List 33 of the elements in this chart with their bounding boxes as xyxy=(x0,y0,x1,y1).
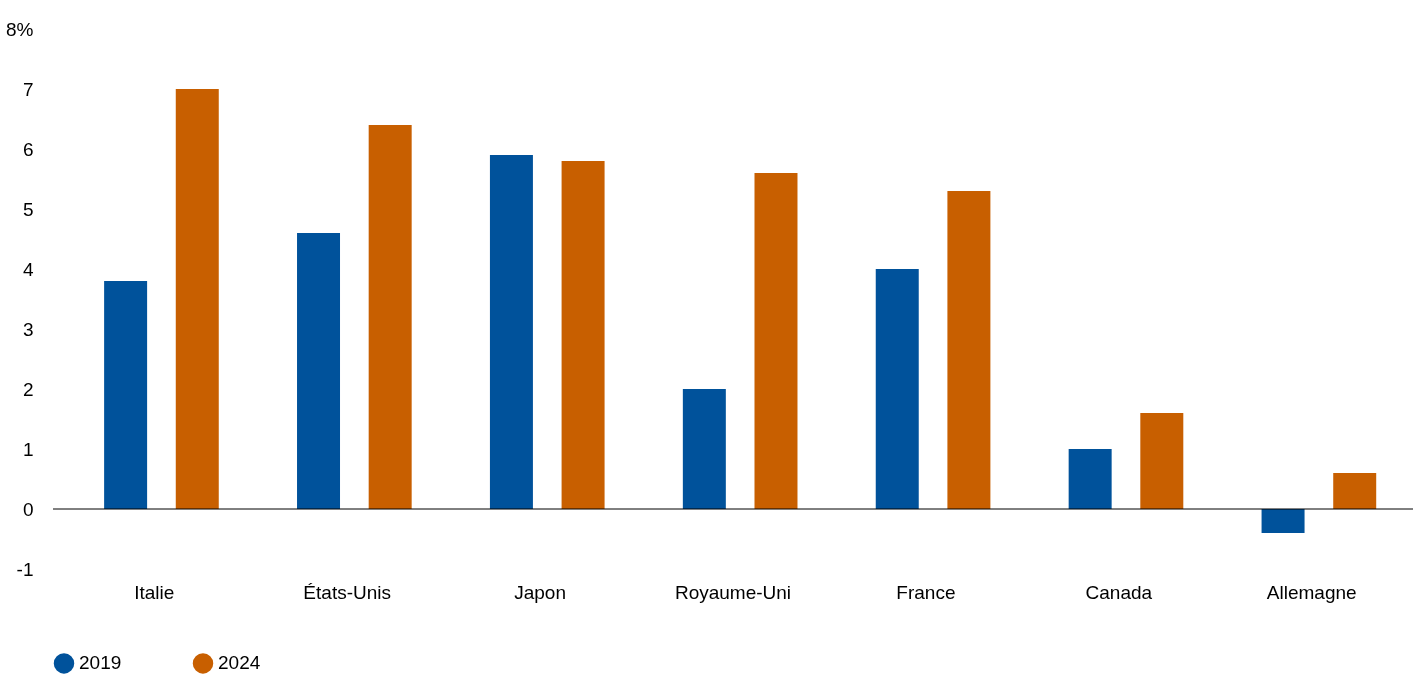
bar xyxy=(489,155,533,509)
bar xyxy=(1333,473,1377,509)
bar xyxy=(1068,449,1112,509)
bar xyxy=(754,173,798,509)
bar xyxy=(1261,509,1305,533)
bar xyxy=(682,389,726,509)
bar xyxy=(104,281,148,509)
y-tick-label: 8% xyxy=(6,18,34,40)
x-tick-label: Italie xyxy=(134,581,175,603)
y-tick-label: 6 xyxy=(22,138,34,160)
x-tick-label: Canada xyxy=(1085,581,1153,603)
y-tick-label: 0 xyxy=(22,498,34,520)
bar xyxy=(875,269,919,509)
y-tick-label: 2 xyxy=(22,378,34,400)
x-tick-label: Allemagne xyxy=(1266,581,1357,603)
legend-label: 2024 xyxy=(218,652,261,674)
y-tick-label: 4 xyxy=(22,258,34,280)
x-tick-label: États-Unis xyxy=(303,581,391,603)
bar xyxy=(297,233,341,509)
x-tick-label: Royaume-Uni xyxy=(674,581,792,603)
y-tick-label: 7 xyxy=(22,78,34,100)
bar xyxy=(368,125,412,509)
bar xyxy=(947,191,991,509)
y-tick-label: 3 xyxy=(22,318,34,340)
bar xyxy=(561,161,605,509)
y-tick-label: 5 xyxy=(22,198,34,220)
y-tick-label: 1 xyxy=(22,438,34,460)
bar xyxy=(1140,413,1184,509)
x-tick-label: France xyxy=(896,581,956,603)
legend-label: 2019 xyxy=(79,652,122,674)
x-tick-label: Japon xyxy=(514,581,566,603)
bar xyxy=(175,89,219,509)
y-tick-label: -1 xyxy=(16,558,34,580)
